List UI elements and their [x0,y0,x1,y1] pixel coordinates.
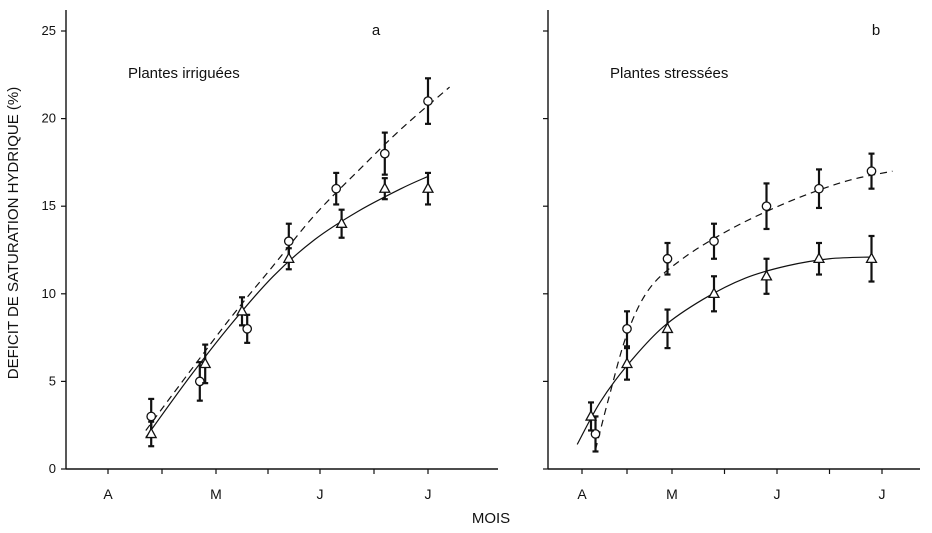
x-tick-label: A [577,486,587,502]
y-tick-label: 25 [42,23,56,38]
x-tick-label: J [774,486,781,502]
data-point-triangle [584,409,598,421]
series-circle [145,77,450,436]
panel-letter: a [372,22,381,39]
data-point-circle [283,236,294,247]
series-triangle [145,171,435,448]
x-tick-label: M [210,486,222,502]
data-point-circle [709,236,719,247]
data-point-triangle [760,269,773,281]
data-point-triangle [282,252,295,264]
data-point-circle [814,183,824,194]
data-point-triangle [707,287,721,299]
data-point-triangle [145,427,158,439]
series-circle [590,152,893,453]
data-point-circle [590,429,601,439]
data-point-triangle [620,357,634,369]
panel-title: Plantes stressées [610,65,728,82]
data-point-circle [761,201,772,212]
data-point-circle [866,166,877,177]
data-point-circle [379,148,390,159]
data-point-circle [662,253,673,264]
data-point-circle [331,183,342,194]
y-axis-title: DEFICIT DE SATURATION HYDRIQUE (%) [5,87,22,380]
data-point-circle [242,323,253,334]
data-point-triangle [335,216,348,228]
data-point-triangle [378,181,391,193]
panel-letter: b [872,22,880,39]
x-tick-label: A [103,486,113,502]
data-point-triangle [235,304,249,316]
y-tick-label: 0 [49,461,56,476]
y-tick-label: 15 [42,198,56,213]
dashed-curve [594,170,893,450]
y-tick-label: 5 [49,373,56,388]
data-point-triangle [421,181,435,193]
x-tick-label: J [317,486,324,502]
panel-a: 0 5 10 15 20 25 A M J J Plantes irriguées a [42,10,498,502]
x-tick-label: J [425,486,432,502]
x-tick-label: M [666,486,678,502]
data-point-circle [146,411,157,422]
data-point-triangle [812,252,826,264]
data-point-triangle [661,322,674,334]
data-point-circle [194,376,205,387]
y-tick-label: 10 [42,286,56,301]
panel-b: A M J J Plantes stressées b [543,10,920,502]
data-point-triangle [865,252,878,264]
data-point-circle [423,96,433,106]
solid-curve [145,175,429,438]
x-axis-title: MOIS [472,510,510,527]
panel-title: Plantes irriguées [128,65,240,82]
data-point-triangle [199,357,212,369]
series-triangle [576,234,878,445]
dashed-curve [145,86,450,431]
data-point-circle [622,323,632,334]
y-tick-label: 20 [42,111,56,126]
x-tick-label: J [879,486,886,502]
